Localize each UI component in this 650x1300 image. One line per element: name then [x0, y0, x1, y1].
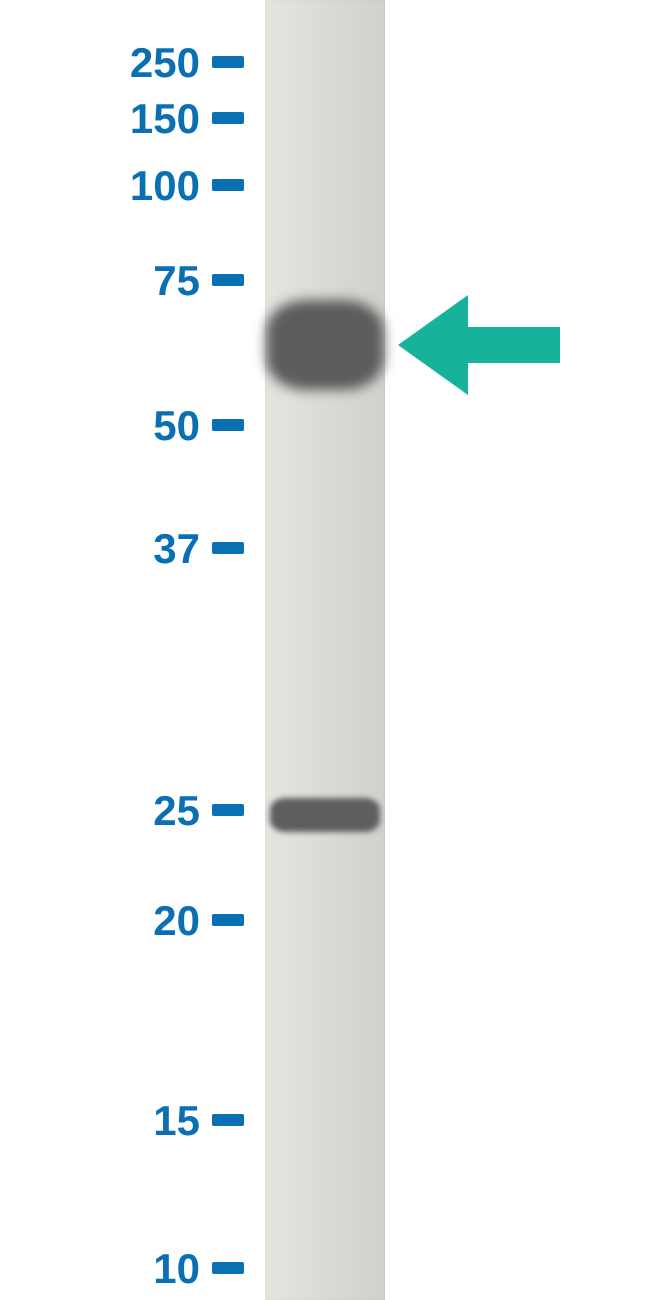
marker-label-10: 10	[153, 1245, 200, 1293]
marker-label-75: 75	[153, 257, 200, 305]
marker-dash-50	[212, 419, 244, 431]
indicator-arrow-icon	[393, 290, 565, 400]
marker-label-100: 100	[130, 162, 200, 210]
marker-label-20: 20	[153, 897, 200, 945]
marker-dash-250	[212, 56, 244, 68]
blot-figure: 250 150 100 75 50 37 25 20 15 10	[0, 0, 650, 1300]
marker-dash-25	[212, 804, 244, 816]
secondary-band	[270, 798, 380, 832]
marker-dash-20	[212, 914, 244, 926]
marker-dash-10	[212, 1262, 244, 1274]
marker-label-25: 25	[153, 787, 200, 835]
marker-label-15: 15	[153, 1097, 200, 1145]
blot-lane	[265, 0, 385, 1300]
main-band	[266, 300, 384, 390]
marker-dash-37	[212, 542, 244, 554]
marker-label-250: 250	[130, 39, 200, 87]
marker-dash-15	[212, 1114, 244, 1126]
marker-label-37: 37	[153, 525, 200, 573]
marker-dash-150	[212, 112, 244, 124]
marker-label-150: 150	[130, 95, 200, 143]
marker-dash-75	[212, 274, 244, 286]
marker-label-50: 50	[153, 402, 200, 450]
marker-dash-100	[212, 179, 244, 191]
